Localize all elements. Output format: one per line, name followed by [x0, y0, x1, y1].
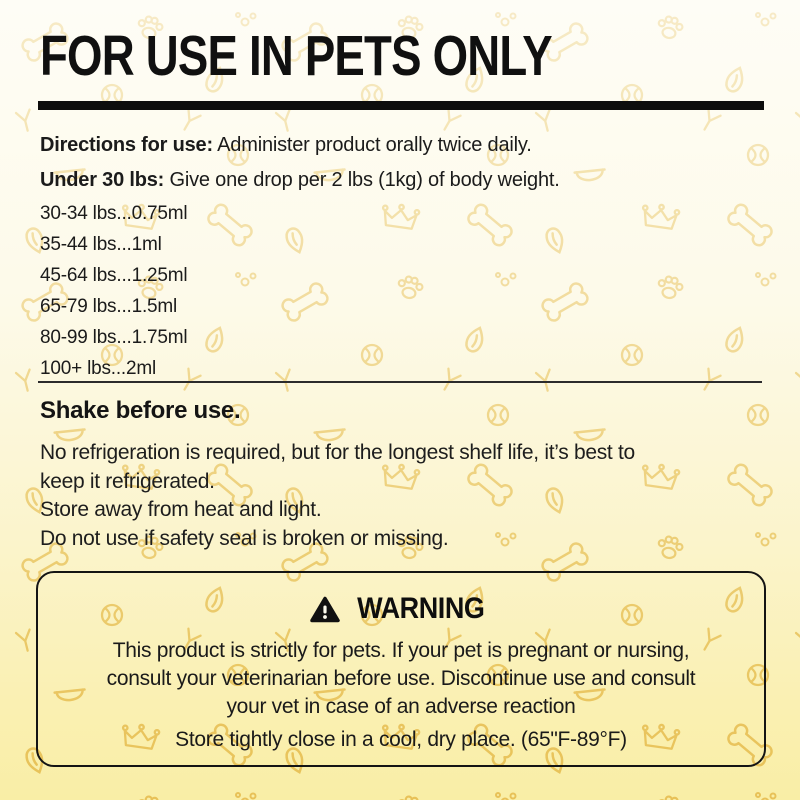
section-divider [38, 381, 762, 383]
warning-header: WARNING [38, 592, 764, 626]
title-rule [38, 101, 764, 110]
storage-instructions: No refrigeration is required, but for th… [40, 439, 635, 553]
dosage-row: 45-64 lbs...1.25ml [40, 265, 188, 286]
under-30lbs-text: Give one drop per 2 lbs (1kg) of body we… [169, 169, 560, 191]
page-title: FOR USE IN PETS ONLY [40, 24, 553, 88]
storage-line: keep it refrigerated. [40, 469, 215, 493]
warning-box: WARNING This product is strictly for pet… [36, 571, 766, 767]
warning-triangle-icon [310, 596, 340, 622]
warning-heading-text: WARNING [357, 592, 485, 625]
dosage-row: 30-34 lbs...0.75ml [40, 203, 188, 224]
storage-line: Do not use if safety seal is broken or m… [40, 526, 449, 550]
under-30lbs-line: Under 30 lbs: Give one drop per 2 lbs (1… [40, 167, 560, 193]
directions-label: Directions for use: [40, 134, 213, 156]
warning-body-line: This product is strictly for pets. If yo… [112, 639, 690, 662]
dosage-row: 100+ lbs...2ml [40, 358, 157, 379]
dosage-row: 80-99 lbs...1.75ml [40, 327, 188, 348]
under-30lbs-label: Under 30 lbs: [40, 169, 165, 191]
warning-body-line: your vet in case of an adverse reaction [226, 695, 576, 718]
directions-line: Directions for use: Administer product o… [40, 132, 532, 158]
warning-body-line: consult your veterinarian before use. Di… [106, 667, 696, 690]
dosage-row: 65-79 lbs...1.5ml [40, 296, 178, 317]
warning-body: This product is strictly for pets. If yo… [38, 637, 764, 721]
dosage-table: 30-34 lbs...0.75ml 35-44 lbs...1ml 45-64… [40, 198, 188, 384]
directions-text: Administer product orally twice daily. [217, 134, 532, 156]
storage-line: No refrigeration is required, but for th… [40, 441, 635, 464]
dosage-row: 35-44 lbs...1ml [40, 234, 162, 255]
warning-storage-line: Store tightly close in a cool, dry place… [175, 728, 627, 751]
shake-heading: Shake before use. [40, 397, 241, 424]
storage-line: Store away from heat and light. [40, 498, 322, 521]
